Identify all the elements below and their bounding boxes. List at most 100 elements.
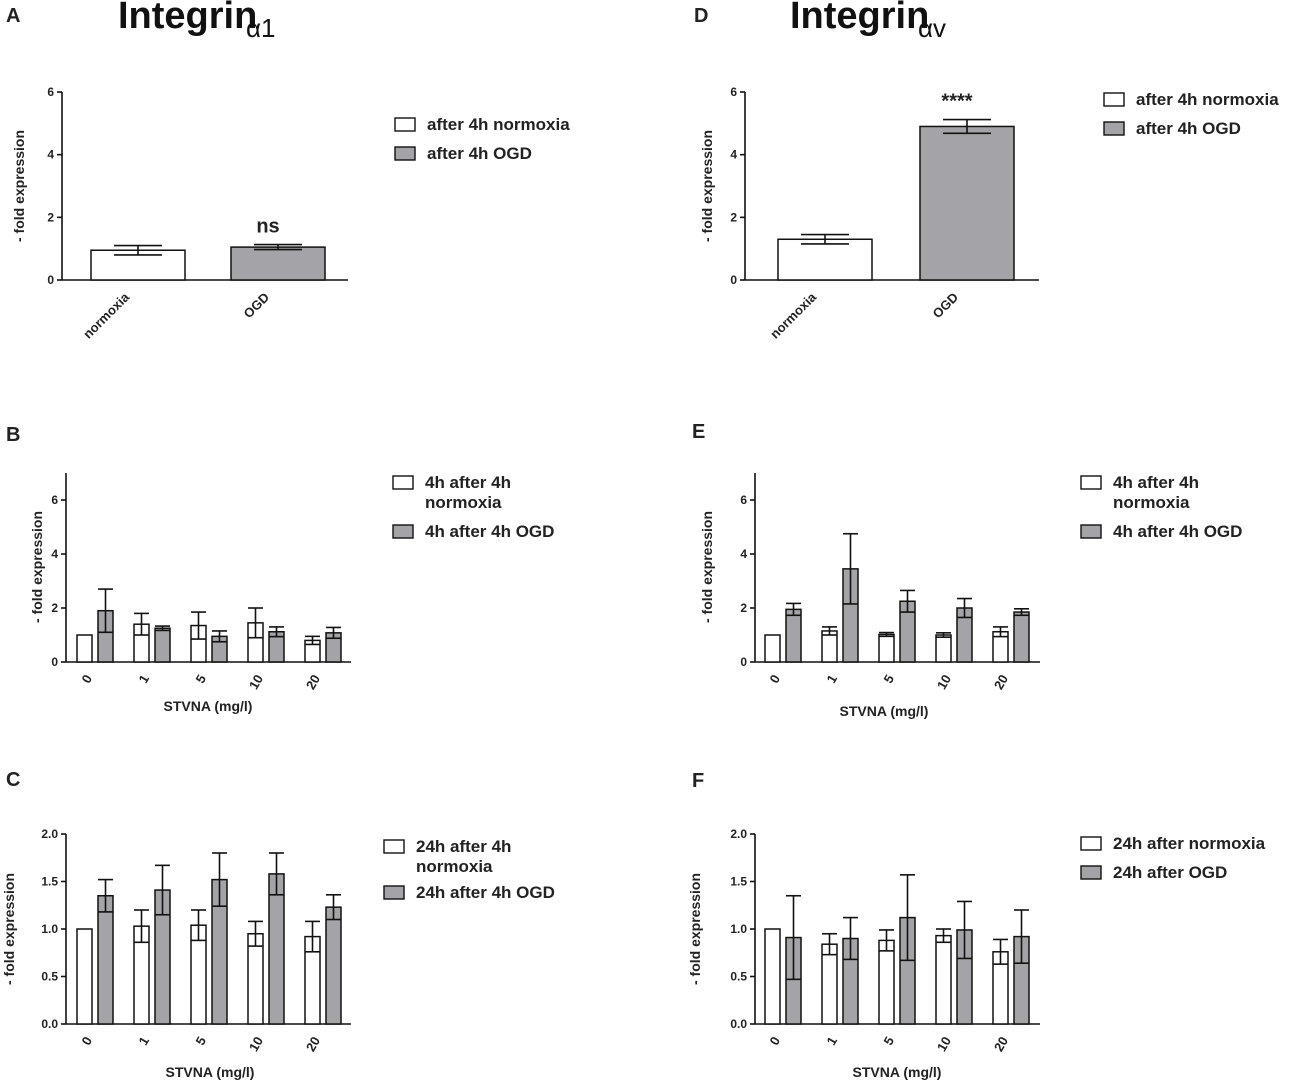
y-tick-label: 2.0 <box>41 827 58 841</box>
y-axis-label: - fold expression <box>699 511 715 623</box>
category-label: 0 <box>78 1034 95 1048</box>
legend-label: after 4h normoxia <box>1136 90 1279 109</box>
y-axis-label: - fold expression <box>1 873 17 985</box>
category-label: 20 <box>991 672 1011 692</box>
title-left: Integrin α1 <box>118 0 276 43</box>
legend-label: after 4h OGD <box>1136 119 1241 138</box>
legend-label: 24h after 4h <box>416 837 511 856</box>
panel-letter: B <box>6 424 20 446</box>
y-tick-label: 2 <box>740 601 747 615</box>
category-label: 0 <box>766 672 783 686</box>
y-tick-label: 1.0 <box>730 922 747 936</box>
y-tick-label: 4 <box>51 547 58 561</box>
category-label: 0 <box>766 1034 783 1048</box>
legend-label: normoxia <box>1113 493 1190 512</box>
y-axis-label: - fold expression <box>11 130 27 242</box>
category-label: 1 <box>823 672 840 686</box>
bar <box>1013 611 1030 663</box>
category-label: 5 <box>192 1034 209 1048</box>
category-label: 20 <box>303 672 323 692</box>
legend-label: 4h after 4h <box>1113 473 1199 492</box>
y-tick-label: 6 <box>740 493 747 507</box>
legend-label: normoxia <box>425 493 502 512</box>
category-label: 10 <box>246 672 266 692</box>
bar <box>777 238 873 281</box>
x-axis-label: STVNA (mg/l) <box>166 1064 255 1080</box>
bar <box>76 928 93 1025</box>
title-right-main: Integrin <box>790 0 929 37</box>
category-label: 10 <box>934 1034 954 1054</box>
y-axis-label: - fold expression <box>687 873 703 985</box>
bar <box>325 906 342 1025</box>
panel-e: E 0 2 4 6 - fold expression 0 1 5 10 20 STVNA (mg/l… <box>692 421 1242 719</box>
bar <box>268 873 285 1025</box>
bar <box>821 943 838 1025</box>
y-tick-label: 1.5 <box>730 875 747 889</box>
bar <box>878 939 895 1025</box>
category-label: 20 <box>303 1034 323 1054</box>
category-label: 10 <box>246 1034 266 1054</box>
category-label: normoxia <box>80 289 133 342</box>
y-tick-label: 0.5 <box>730 970 747 984</box>
y-tick-label: 4 <box>47 148 54 162</box>
bar <box>764 928 781 1025</box>
y-tick-label: 0.0 <box>730 1017 747 1031</box>
bar <box>935 634 952 663</box>
category-label: 1 <box>823 1034 840 1048</box>
category-label: OGD <box>930 290 962 322</box>
legend-swatch <box>392 475 414 490</box>
category-label: 5 <box>880 672 897 686</box>
y-tick-label: 2 <box>51 601 58 615</box>
y-tick-label: 6 <box>730 85 737 99</box>
legend-swatch <box>1080 475 1102 490</box>
y-tick-label: 1.5 <box>41 875 58 889</box>
legend-swatch <box>394 146 416 161</box>
y-tick-label: 0 <box>730 273 737 287</box>
bar <box>247 933 264 1025</box>
bar <box>764 634 781 663</box>
significance-label: **** <box>941 91 972 113</box>
y-tick-label: 1.0 <box>41 922 58 936</box>
legend-swatch <box>383 885 405 900</box>
legend-swatch <box>1103 121 1125 136</box>
legend-label: normoxia <box>416 857 493 876</box>
category-label: 5 <box>880 1034 897 1048</box>
bar <box>878 633 895 663</box>
panel-letter: E <box>692 421 705 443</box>
bar <box>230 246 326 281</box>
y-tick-label: 6 <box>47 85 54 99</box>
y-tick-label: 0.5 <box>41 970 58 984</box>
legend-swatch <box>394 117 416 132</box>
y-tick-label: 2 <box>730 210 737 224</box>
title-right: Integrin αv <box>790 0 946 43</box>
legend-label: 4h after 4h OGD <box>425 522 554 541</box>
title-left-main: Integrin <box>118 0 257 37</box>
panel-d: D 0 2 4 6 - fold expression normoxia OGD **** aft… <box>694 5 1279 341</box>
bar <box>97 895 114 1025</box>
panel-f: F 0.0 0.5 1.0 1.5 2.0 - fold expression 0 1 5 10 20… <box>687 770 1266 1080</box>
category-label: 1 <box>135 1034 152 1048</box>
panel-letter: D <box>694 5 708 27</box>
y-axis-label: - fold expression <box>699 130 715 242</box>
panel-b: B 0 2 4 6 - fold expression 0 1 5 10 20 STVNA (mg/l… <box>6 424 554 714</box>
legend-label: 24h after 4h OGD <box>416 883 555 902</box>
charts-group: A 0 2 4 6 - fold expression normoxia OGD ns after… <box>1 5 1279 1080</box>
significance-label: ns <box>256 216 279 238</box>
legend-label: after 4h OGD <box>427 144 532 163</box>
y-tick-label: 4 <box>730 148 737 162</box>
y-tick-label: 2 <box>47 210 54 224</box>
panel-letter: C <box>6 769 20 791</box>
y-tick-label: 2.0 <box>730 827 747 841</box>
legend-label: after 4h normoxia <box>427 115 570 134</box>
legend-swatch <box>392 524 414 539</box>
panel-letter: F <box>692 770 704 792</box>
legend-label: 4h after 4h <box>425 473 511 492</box>
legend-swatch <box>1080 865 1102 880</box>
y-tick-label: 6 <box>51 493 58 507</box>
x-axis-label: STVNA (mg/l) <box>853 1064 942 1080</box>
y-axis-label: - fold expression <box>29 511 45 623</box>
legend-label: 4h after 4h OGD <box>1113 522 1242 541</box>
y-tick-label: 0 <box>740 655 747 669</box>
x-axis-label: STVNA (mg/l) <box>164 698 253 714</box>
